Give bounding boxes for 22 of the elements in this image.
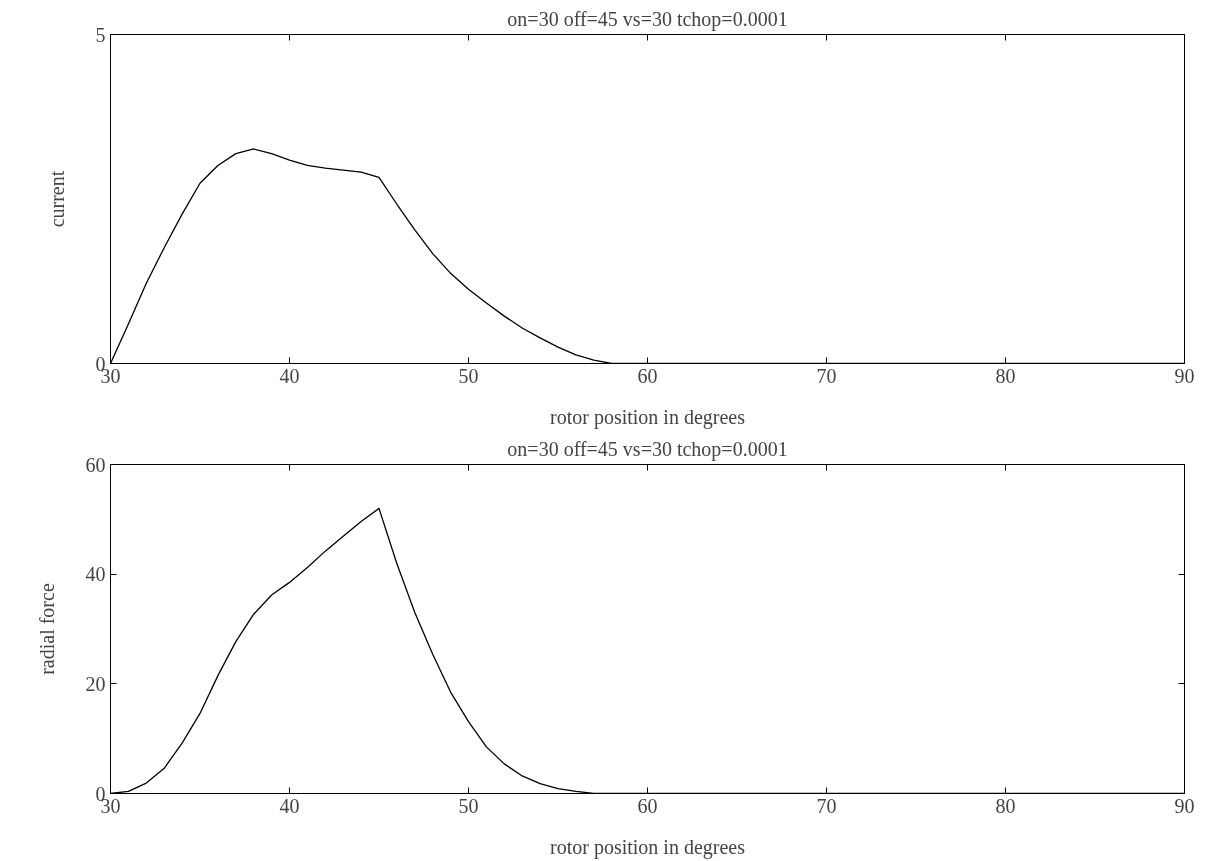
y-axis-title: current (45, 170, 68, 228)
x-tick-label: 90 (1174, 364, 1195, 387)
x-tick-label: 70 (816, 794, 837, 817)
y-tick-label: 40 (85, 563, 106, 586)
x-axis-title: rotor position in degrees (550, 835, 746, 859)
chart-title: on=30 off=45 vs=30 tchop=0.0001 (507, 437, 788, 461)
x-tick-label: 80 (995, 364, 1016, 387)
y-tick-label: 5 (95, 23, 106, 46)
x-tick-label: 50 (458, 794, 479, 817)
x-tick-label: 70 (816, 364, 837, 387)
y-axis-title: radial force (35, 583, 58, 675)
x-axis-title: rotor position in degrees (550, 405, 746, 429)
x-tick-label: 60 (637, 364, 658, 387)
x-tick-label: 40 (279, 794, 300, 817)
x-tick-label: 80 (995, 794, 1016, 817)
y-tick-label: 60 (85, 453, 106, 476)
y-tick-label: 20 (85, 672, 106, 695)
chart-title: on=30 off=45 vs=30 tchop=0.0001 (507, 7, 788, 31)
x-tick-label: 50 (458, 364, 479, 387)
x-tick-label: 40 (279, 364, 300, 387)
x-tick-label: 60 (637, 794, 658, 817)
x-tick-label: 90 (1174, 794, 1195, 817)
